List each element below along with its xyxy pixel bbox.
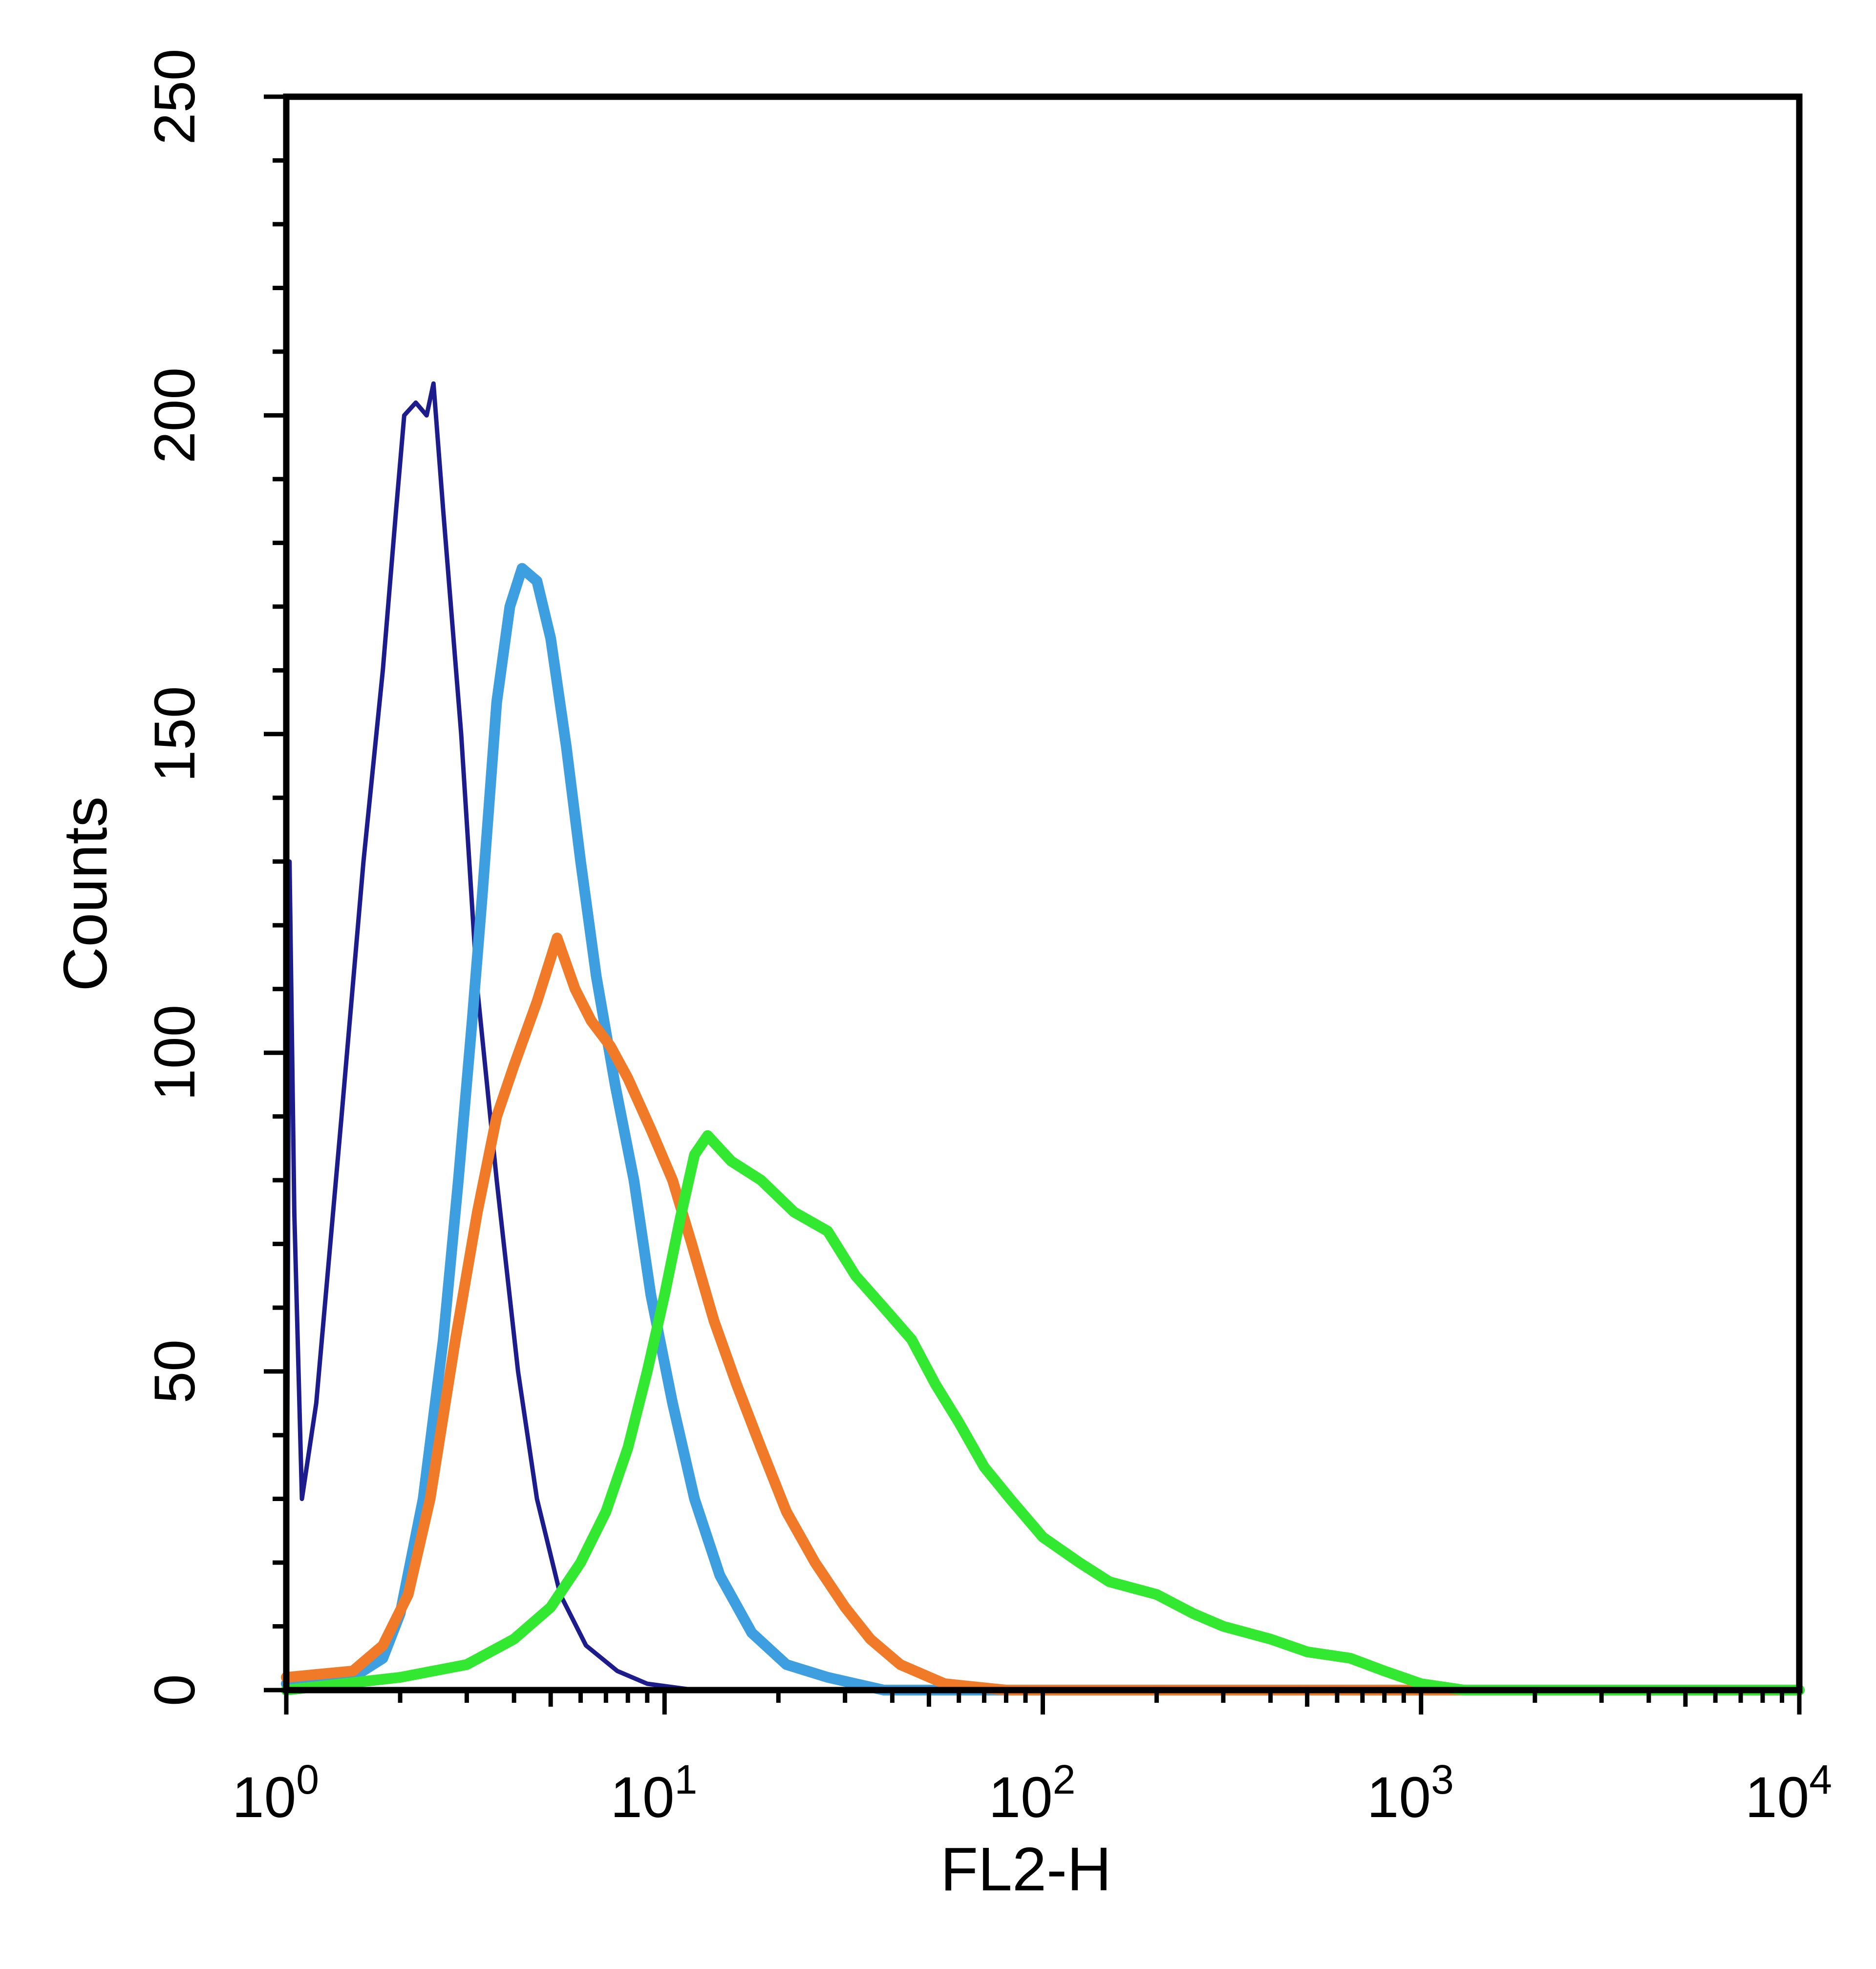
y-axis-title: Counts [51, 796, 120, 991]
series-layer [281, 381, 1805, 1695]
y-tick-label: 0 [143, 1674, 207, 1706]
plot-frame [283, 93, 1803, 1694]
series-4-line [281, 1130, 1805, 1695]
x-tick-label: 101 [610, 1757, 697, 1830]
x-tick-label: 100 [232, 1757, 319, 1830]
y-tick-label: 150 [143, 686, 207, 782]
series-1-line [284, 381, 1802, 1693]
x-tick-exponent: 0 [296, 1757, 319, 1802]
y-tick-label: 200 [143, 367, 207, 464]
x-tick-exponent: 4 [1809, 1757, 1832, 1802]
x-axis-title: FL2-H [940, 1835, 1111, 1904]
y-tick-label: 250 [143, 49, 207, 145]
x-tick-label: 104 [1745, 1757, 1832, 1830]
x-tick-label: 103 [1367, 1757, 1454, 1830]
series-3-line [281, 932, 1805, 1695]
x-tick-label: 102 [989, 1757, 1076, 1830]
x-tick-base: 10 [989, 1765, 1053, 1830]
x-tick-base: 10 [610, 1765, 674, 1830]
x-tick-exponent: 3 [1431, 1757, 1454, 1802]
x-tick-exponent: 2 [1053, 1757, 1076, 1802]
x-tick-exponent: 1 [675, 1757, 698, 1802]
x-tick-base: 10 [232, 1765, 296, 1830]
y-tick-label: 50 [143, 1339, 207, 1403]
y-tick-label: 100 [143, 1005, 207, 1101]
x-tick-base: 10 [1367, 1765, 1431, 1830]
series-2-line [281, 563, 1805, 1695]
x-tick-base: 10 [1745, 1765, 1809, 1830]
